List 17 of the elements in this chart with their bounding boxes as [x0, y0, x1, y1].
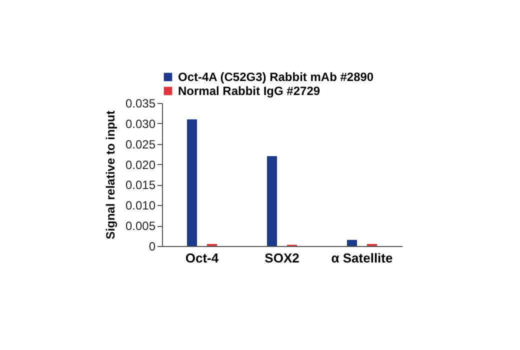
y-tick-label: 0.005	[125, 219, 156, 234]
legend-label: Oct-4A (C52G3) Rabbit mAb #2890	[178, 70, 374, 84]
y-tick-label: 0.020	[125, 158, 156, 172]
bar	[347, 240, 357, 246]
x-tick-label: Oct-4	[185, 250, 220, 266]
y-tick-label: 0.010	[125, 198, 156, 213]
y-tick-label: 0	[148, 240, 156, 254]
x-tick-label: α Satellite	[331, 250, 393, 266]
y-tick-label: 0.035	[125, 96, 156, 110]
y-tick-label: 0.030	[125, 116, 156, 131]
y-tick-label: 0.015	[125, 178, 156, 192]
y-axis-title: Signal relative to input	[103, 110, 118, 240]
legend-label: Normal Rabbit IgG #2729	[178, 84, 320, 98]
bar	[267, 156, 277, 246]
x-tick-label: SOX2	[264, 250, 300, 266]
bar	[187, 119, 197, 246]
y-tick-label: 0.025	[125, 137, 156, 152]
